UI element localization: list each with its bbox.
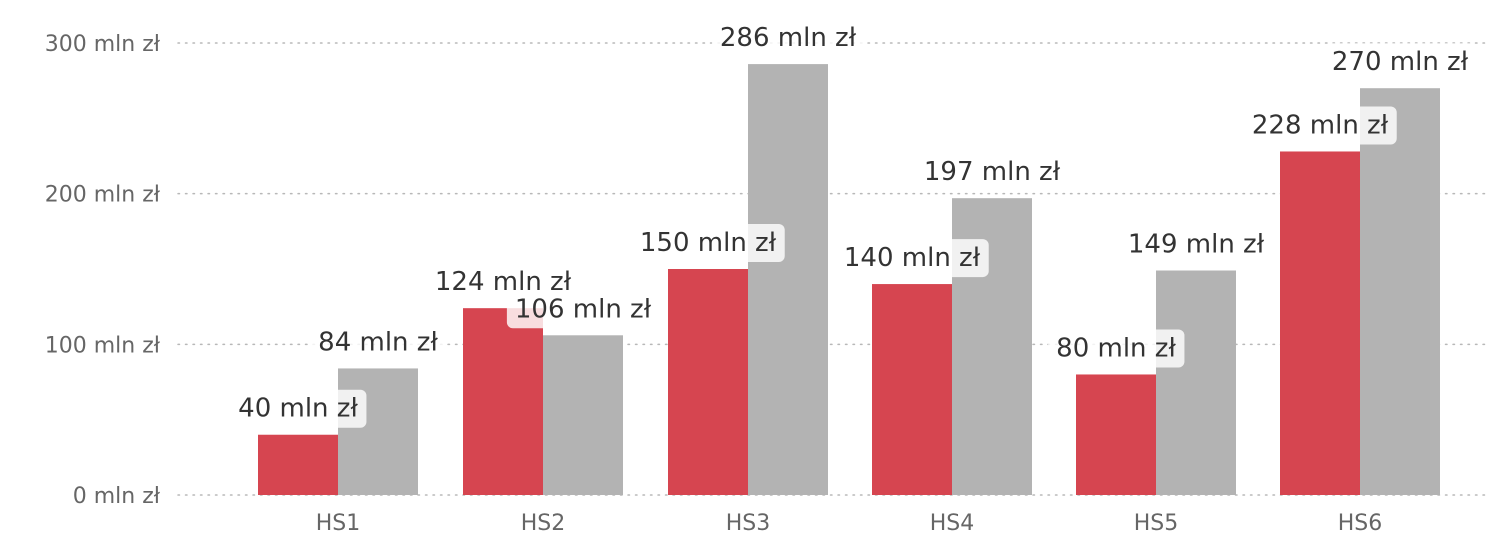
data-label-text: 270 mln zł xyxy=(1332,47,1469,77)
y-tick-label: 200 mln zł xyxy=(45,183,161,208)
data-label-background xyxy=(1243,106,1397,145)
bar xyxy=(258,434,338,495)
data-label: 149 mln zł xyxy=(1119,225,1273,264)
data-label-background xyxy=(711,19,865,58)
data-label-text: 140 mln zł xyxy=(844,243,981,273)
data-label-text: 228 mln zł xyxy=(1252,110,1389,140)
x-tick-label: HS1 xyxy=(316,511,361,536)
data-label-text: 84 mln zł xyxy=(318,327,438,357)
bar xyxy=(668,269,748,495)
data-label-background xyxy=(1048,329,1185,368)
data-label-background xyxy=(1323,43,1477,82)
data-label-background xyxy=(1119,225,1273,264)
bar xyxy=(1156,270,1236,495)
data-label-text: 197 mln zł xyxy=(924,157,1061,187)
x-tick-label: HS6 xyxy=(1338,511,1383,536)
bar xyxy=(1280,151,1360,496)
data-label-background xyxy=(506,290,660,329)
data-label-text: 149 mln zł xyxy=(1128,230,1265,260)
data-label-background xyxy=(915,153,1069,192)
data-label-background xyxy=(835,239,989,278)
data-label-text: 106 mln zł xyxy=(515,294,652,324)
x-tick-label: HS5 xyxy=(1134,511,1179,536)
bar xyxy=(1360,88,1440,495)
data-label-background xyxy=(230,389,367,428)
y-tick-label: 300 mln zł xyxy=(45,32,161,57)
bar xyxy=(338,368,418,495)
data-label-text: 150 mln zł xyxy=(640,228,777,258)
data-label-background xyxy=(310,323,447,362)
y-tick-label: 100 mln zł xyxy=(45,333,161,358)
data-label: 197 mln zł xyxy=(915,153,1069,192)
bar xyxy=(872,284,952,495)
data-label: 270 mln zł xyxy=(1323,43,1477,82)
bar xyxy=(1076,374,1156,495)
data-label: 84 mln zł xyxy=(310,323,447,362)
x-tick-label: HS3 xyxy=(726,511,771,536)
y-tick-label: 0 mln zł xyxy=(73,484,161,509)
y-axis-tick-labels: 0 mln zł 100 mln zł 200 mln zł 300 mln zł xyxy=(45,32,161,509)
data-label: 150 mln zł xyxy=(631,224,785,262)
data-label-text: 286 mln zł xyxy=(720,23,857,53)
bars xyxy=(258,64,1440,496)
data-label-text: 40 mln zł xyxy=(238,394,358,424)
bar xyxy=(463,308,543,495)
data-label: 106 mln zł xyxy=(506,290,660,329)
data-label: 80 mln zł xyxy=(1048,329,1185,368)
data-label: 228 mln zł xyxy=(1243,106,1397,145)
data-label-text: 80 mln zł xyxy=(1056,333,1176,363)
bar xyxy=(748,64,828,496)
data-label: 286 mln zł xyxy=(711,19,865,58)
data-label: 140 mln zł xyxy=(835,239,989,278)
bar xyxy=(543,335,623,495)
x-tick-label: HS4 xyxy=(930,511,975,536)
data-label-background xyxy=(631,224,785,262)
data-label: 40 mln zł xyxy=(230,389,367,428)
x-axis-tick-labels: HS1 HS2 HS3 HS4 HS5 HS6 xyxy=(316,511,1383,536)
x-tick-label: HS2 xyxy=(521,511,566,536)
